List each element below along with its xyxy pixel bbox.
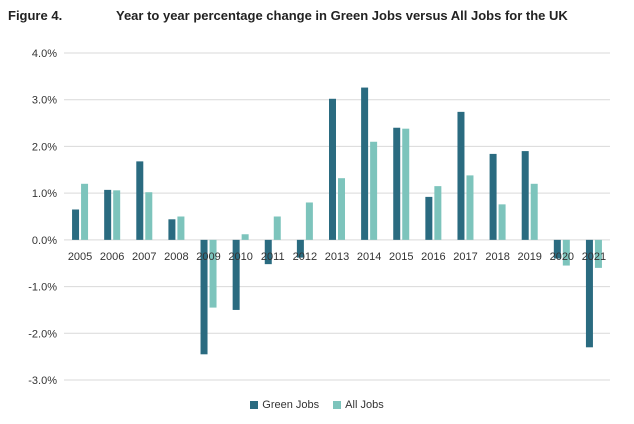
bar-green-jobs bbox=[457, 111, 465, 240]
bar-all-jobs bbox=[273, 216, 281, 240]
bar-green-jobs bbox=[489, 153, 497, 240]
bar-green-jobs bbox=[232, 239, 240, 310]
chart-title: Year to year percentage change in Green … bbox=[116, 8, 568, 23]
bar-green-jobs bbox=[104, 189, 112, 240]
bar-all-jobs bbox=[498, 204, 506, 240]
bar-all-jobs bbox=[305, 202, 313, 240]
legend-item-green-jobs: Green Jobs bbox=[250, 399, 319, 411]
x-tick-label: 2007 bbox=[132, 251, 156, 263]
x-tick-label: 2018 bbox=[485, 251, 509, 263]
x-tick-label: 2009 bbox=[196, 251, 220, 263]
bar-all-jobs bbox=[145, 192, 153, 240]
bar-green-jobs bbox=[521, 151, 529, 240]
x-tick-label: 2005 bbox=[68, 251, 92, 263]
bar-all-jobs bbox=[434, 186, 442, 240]
bar-all-jobs bbox=[177, 216, 185, 240]
bar-all-jobs bbox=[113, 190, 121, 240]
bar-green-jobs bbox=[553, 239, 561, 259]
bar-green-jobs bbox=[200, 239, 208, 355]
bar-all-jobs bbox=[402, 128, 410, 240]
legend-label-green-jobs: Green Jobs bbox=[262, 399, 320, 411]
y-tick-label: 0.0% bbox=[32, 235, 57, 247]
bar-green-jobs bbox=[393, 127, 401, 240]
bar-all-jobs bbox=[209, 239, 217, 308]
legend-item-all-jobs: All Jobs bbox=[333, 399, 384, 411]
x-tick-label: 2013 bbox=[325, 251, 349, 263]
bar-green-jobs bbox=[329, 98, 336, 240]
bar-all-jobs bbox=[562, 239, 570, 266]
bar-all-jobs bbox=[338, 178, 345, 240]
x-tick-label: 2019 bbox=[517, 251, 541, 263]
bars bbox=[72, 87, 602, 355]
bar-green-jobs bbox=[585, 239, 593, 348]
y-tick-label: -2.0% bbox=[28, 328, 57, 340]
legend-swatch-green-jobs bbox=[250, 401, 259, 409]
gridlines bbox=[64, 52, 610, 381]
bar-green-jobs bbox=[136, 161, 144, 240]
figure-number: Figure 4. bbox=[8, 8, 63, 23]
x-tick-label: 2017 bbox=[453, 251, 477, 263]
x-tick-label: 2010 bbox=[228, 251, 252, 263]
x-tick-label: 2006 bbox=[100, 251, 124, 263]
x-tick-label: 2020 bbox=[550, 251, 574, 263]
bar-all-jobs bbox=[466, 175, 474, 240]
x-axis: 2005 2006 2007 2008 2009 2010 2011 2012 2013 2014… bbox=[68, 251, 606, 263]
bar-green-jobs bbox=[264, 239, 272, 265]
legend: Green Jobs All Jobs bbox=[0, 399, 634, 411]
bar-all-jobs bbox=[594, 239, 602, 268]
bar-green-jobs bbox=[425, 196, 433, 240]
bar-all-jobs bbox=[530, 183, 538, 240]
legend-label-all-jobs: All Jobs bbox=[345, 399, 384, 411]
bar-green-jobs bbox=[361, 87, 369, 240]
y-tick-label: -3.0% bbox=[28, 375, 57, 387]
y-axis: -3.0% -2.0% -1.0% 0.0% 1.0% 2.0% 3.0% 4.0% bbox=[28, 48, 57, 387]
bar-all-jobs bbox=[241, 234, 249, 240]
x-tick-label: 2011 bbox=[261, 251, 285, 263]
x-tick-label: 2021 bbox=[582, 251, 606, 263]
legend-swatch-all-jobs bbox=[333, 401, 342, 409]
bar-all-jobs bbox=[81, 183, 89, 240]
y-tick-label: 4.0% bbox=[32, 48, 57, 60]
bar-green-jobs bbox=[72, 209, 80, 240]
x-tick-label: 2015 bbox=[389, 251, 413, 263]
bar-green-jobs bbox=[168, 219, 176, 240]
x-tick-label: 2008 bbox=[164, 251, 188, 263]
x-tick-label: 2016 bbox=[421, 251, 445, 263]
y-tick-label: 1.0% bbox=[32, 188, 57, 200]
y-tick-label: -1.0% bbox=[28, 282, 57, 294]
y-tick-label: 3.0% bbox=[32, 95, 57, 107]
x-tick-label: 2014 bbox=[357, 251, 381, 263]
bar-green-jobs bbox=[296, 239, 304, 258]
figure-heading: Figure 4. Year to year percentage change… bbox=[8, 8, 568, 23]
bar-all-jobs bbox=[370, 141, 378, 240]
x-tick-label: 2012 bbox=[293, 251, 317, 263]
y-tick-label: 2.0% bbox=[32, 141, 57, 153]
